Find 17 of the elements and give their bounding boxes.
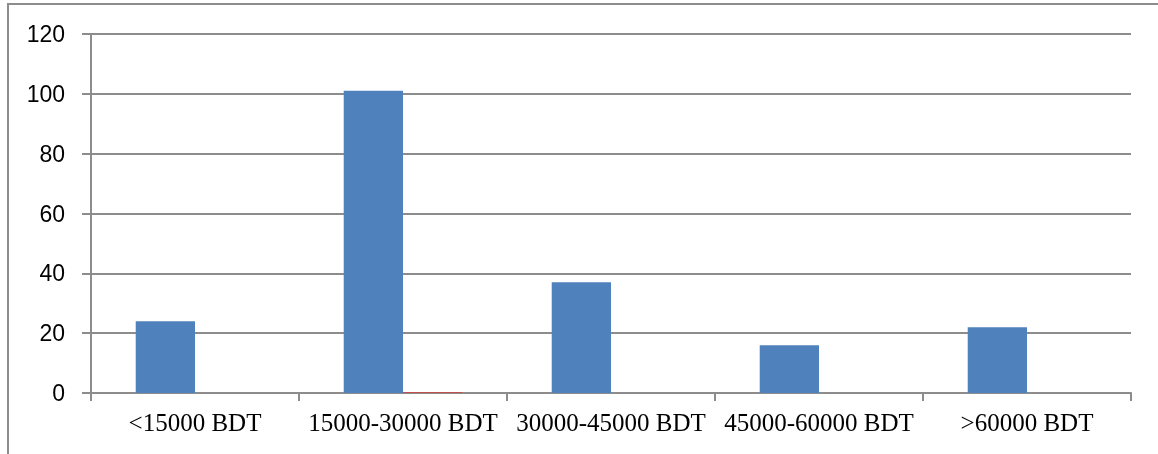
y-tick-label: 80 <box>39 140 65 167</box>
x-tick-label: <15000 BDT <box>128 409 262 436</box>
x-tick-label: 15000-30000 BDT <box>308 409 498 436</box>
y-tick-label: 0 <box>52 380 65 406</box>
bar <box>343 90 403 393</box>
y-tick-label: 120 <box>26 21 65 47</box>
x-tick-label: >60000 BDT <box>960 409 1094 436</box>
x-tick-label: 30000-45000 BDT <box>516 409 706 436</box>
x-tick-label: 45000-60000 BDT <box>724 409 914 436</box>
y-tick-label: 20 <box>39 320 65 347</box>
y-tick-label: 60 <box>39 200 65 227</box>
y-tick-label: 100 <box>26 80 65 107</box>
bar <box>759 345 819 393</box>
bar <box>967 327 1027 393</box>
bar <box>135 321 195 393</box>
y-tick-label: 40 <box>39 260 65 287</box>
bar <box>551 282 611 393</box>
